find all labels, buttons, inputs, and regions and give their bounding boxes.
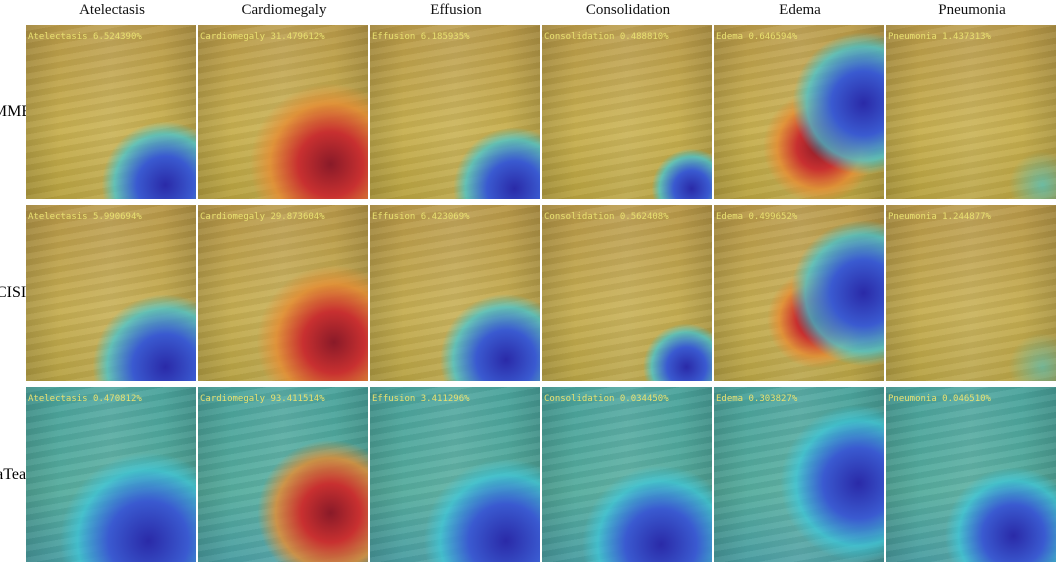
column-header: Pneumonia [886,2,1058,19]
row-label: MME [0,25,24,199]
heatmap-cell: Cardiomegaly 93.411514% [198,387,368,562]
cell-label: Atelectasis 6.524390% [28,32,142,42]
figure: (() => { const data = JSON.parse(documen… [0,0,1058,562]
heatmap-cell: Effusion 3.411296% [370,387,540,562]
heatmap-cell: Atelectasis 0.470812% [26,387,196,562]
heatmap-cell: Atelectasis 5.990694% [26,205,196,381]
heatmap-cell: Edema 0.646594% [714,25,884,199]
heatmap-cell: Consolidation 0.488810% [542,25,712,199]
cell-label: Atelectasis 0.470812% [28,394,142,404]
cell-label: Pneumonia 0.046510% [888,394,991,404]
column-header: Consolidation [542,2,714,19]
heatmap-cell: Cardiomegaly 29.873604% [198,205,368,381]
cell-label: Cardiomegaly 93.411514% [200,394,325,404]
cell-label: Consolidation 0.488810% [544,32,669,42]
cell-label: Consolidation 0.034450% [544,394,669,404]
heatmap-cell: Pneumonia 1.244877% [886,205,1056,381]
cell-label: Cardiomegaly 31.479612% [200,32,325,42]
heatmap-cell: Cardiomegaly 31.479612% [198,25,368,199]
cell-label: Effusion 3.411296% [372,394,470,404]
row-label: MetaTeacher [0,387,24,562]
cell-label: Pneumonia 1.437313% [888,32,991,42]
column-header: Cardiomegaly [198,2,370,19]
cell-label: Cardiomegaly 29.873604% [200,212,325,222]
heatmap-cell: Effusion 6.423069% [370,205,540,381]
heatmap-cell: Pneumonia 1.437313% [886,25,1056,199]
heatmap-cell: Edema 0.303827% [714,387,884,562]
column-header: Effusion [370,2,542,19]
heatmap-cell: Consolidation 0.562408% [542,205,712,381]
heatmap-cell: Pneumonia 0.046510% [886,387,1056,562]
heatmap-cell: Effusion 6.185935% [370,25,540,199]
cell-label: Pneumonia 1.244877% [888,212,991,222]
row-label: DECISION [0,205,24,381]
cell-label: Edema 0.303827% [716,394,797,404]
cell-label: Effusion 6.423069% [372,212,470,222]
column-header: Atelectasis [26,2,198,19]
column-header: Edema [714,2,886,19]
heatmap-cell: Atelectasis 6.524390% [26,25,196,199]
heatmap-cell: Edema 0.499652% [714,205,884,381]
cell-label: Atelectasis 5.990694% [28,212,142,222]
heatmap-cell: Consolidation 0.034450% [542,387,712,562]
cell-label: Consolidation 0.562408% [544,212,669,222]
cell-label: Edema 0.499652% [716,212,797,222]
cell-label: Edema 0.646594% [716,32,797,42]
cell-label: Effusion 6.185935% [372,32,470,42]
